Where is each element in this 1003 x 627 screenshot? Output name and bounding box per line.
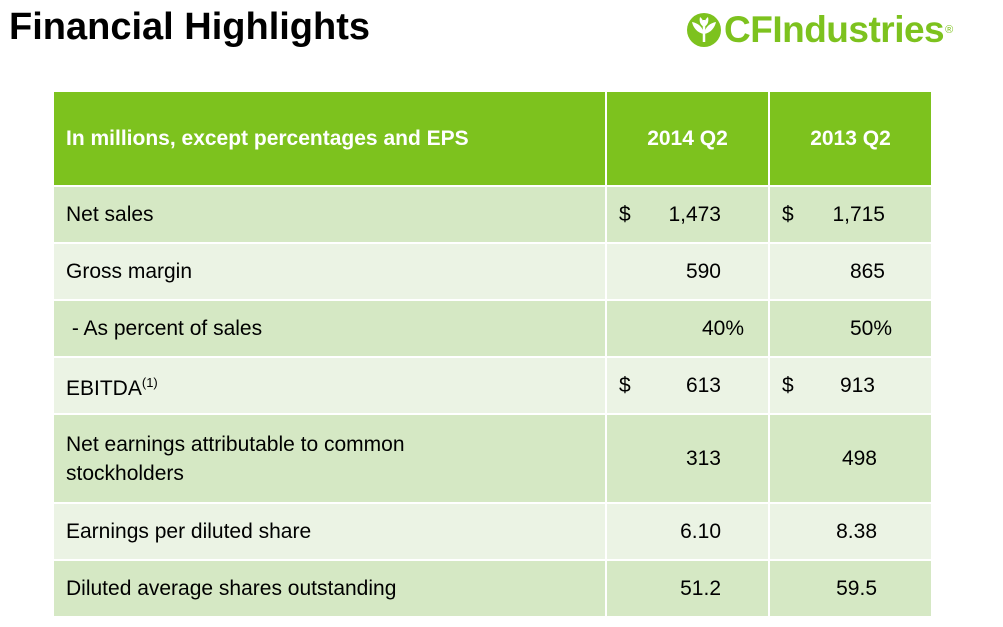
table-row: Net sales $ 1,473 $ 1,715 xyxy=(52,185,933,244)
value-2013: 913 xyxy=(839,373,875,397)
logo-text: CFIndustries xyxy=(724,9,945,50)
value-2014: 613 xyxy=(685,373,721,397)
column-header-2013: 2013 Q2 xyxy=(768,90,933,187)
value-2013: 50% xyxy=(849,316,892,340)
row-label: Gross margin xyxy=(52,242,607,301)
currency-symbol: $ xyxy=(782,373,794,397)
row-label: Net sales xyxy=(52,185,607,244)
cell-2013: 50% xyxy=(768,299,933,358)
row-label: EBITDA xyxy=(66,377,142,400)
logo-registered-mark: ® xyxy=(945,24,954,36)
table-row: Net earnings attributable to common stoc… xyxy=(52,413,933,504)
column-header-2014: 2014 Q2 xyxy=(605,90,770,187)
cell-2014: 313 xyxy=(605,413,770,504)
cell-2013: $ 1,715 xyxy=(768,185,933,244)
value-2013: 8.38 xyxy=(836,519,877,543)
cell-2013: 8.38 xyxy=(768,502,933,561)
financial-highlights-table: In millions, except percentages and EPS … xyxy=(52,90,933,618)
table-row: Diluted average shares outstanding 51.2 … xyxy=(52,559,933,618)
cell-2014: 590 xyxy=(605,242,770,301)
page-title: Financial Highlights xyxy=(9,6,371,48)
cell-2013: 498 xyxy=(768,413,933,504)
value-2013: 865 xyxy=(849,259,885,283)
table-header-row: In millions, except percentages and EPS … xyxy=(52,90,933,187)
row-label: - As percent of sales xyxy=(52,299,607,358)
row-label: Net earnings attributable to common stoc… xyxy=(52,413,607,504)
cell-2013: $ 913 xyxy=(768,356,933,415)
row-label: Diluted average shares outstanding xyxy=(52,559,607,618)
cell-2013: 865 xyxy=(768,242,933,301)
cell-2013: 59.5 xyxy=(768,559,933,618)
value-2013: 498 xyxy=(841,446,877,470)
value-2014: 40% xyxy=(701,316,744,340)
table-row: EBITDA(1) $ 613 $ 913 xyxy=(52,356,933,415)
table-row: Earnings per diluted share 6.10 8.38 xyxy=(52,502,933,561)
value-2014: 1,473 xyxy=(668,202,721,226)
company-logo: CFIndustries ® xyxy=(686,8,953,52)
currency-symbol: $ xyxy=(619,202,631,226)
cell-2014: $ 613 xyxy=(605,356,770,415)
footnote-marker: (1) xyxy=(141,375,158,390)
header-label: In millions, except percentages and EPS xyxy=(52,90,607,187)
currency-symbol: $ xyxy=(619,373,631,397)
value-2013: 59.5 xyxy=(836,576,877,600)
table-row: Gross margin 590 865 xyxy=(52,242,933,301)
value-2014: 590 xyxy=(685,259,721,283)
value-2014: 6.10 xyxy=(680,519,721,543)
cell-2014: $ 1,473 xyxy=(605,185,770,244)
value-2014: 51.2 xyxy=(680,576,721,600)
table-row: - As percent of sales 40% 50% xyxy=(52,299,933,358)
cell-2014: 6.10 xyxy=(605,502,770,561)
cell-2014: 40% xyxy=(605,299,770,358)
value-2013: 1,715 xyxy=(832,202,885,226)
cell-2014: 51.2 xyxy=(605,559,770,618)
leaf-logo-icon xyxy=(687,13,721,47)
value-2014: 313 xyxy=(685,446,721,470)
currency-symbol: $ xyxy=(782,202,794,226)
row-label-cell: EBITDA(1) xyxy=(52,356,607,415)
row-label: Earnings per diluted share xyxy=(52,502,607,561)
